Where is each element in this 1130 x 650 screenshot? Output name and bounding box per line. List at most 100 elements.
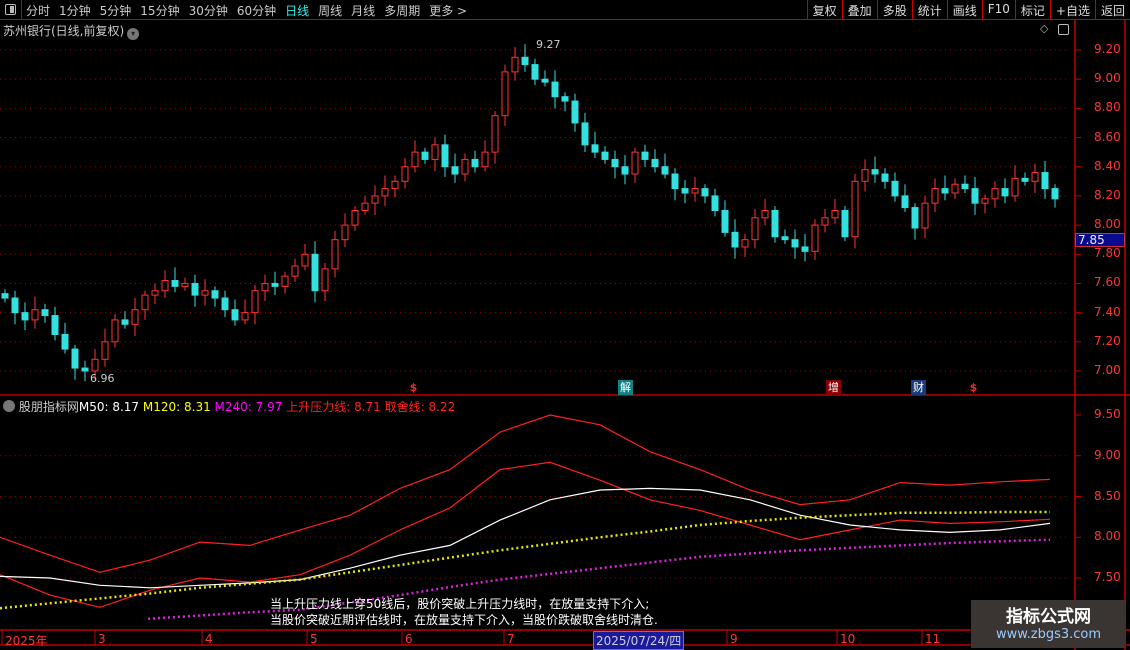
- date-axis-label: 5: [310, 632, 318, 646]
- toolbar-button[interactable]: 复权: [806, 0, 842, 20]
- tab-period[interactable]: 周线: [318, 4, 343, 18]
- pressure-line: [0, 414, 1051, 573]
- candle: [131, 298, 139, 336]
- event-marker[interactable]: 解: [618, 380, 633, 395]
- legend-item: 上升压力线: 8.71: [286, 400, 381, 414]
- candle: [371, 185, 379, 215]
- candle: [51, 306, 59, 341]
- candle: [461, 153, 469, 182]
- tab-period[interactable]: 月线: [351, 4, 376, 18]
- indicator-note-2: 当股价突破近期评估线时，在放量支持下介入，当股价跌破取舍线时清仓.: [270, 613, 658, 627]
- indicator-axis-label: 8.50: [1094, 488, 1121, 503]
- candle: [571, 93, 579, 132]
- candle: [21, 302, 29, 331]
- candle: [181, 277, 189, 291]
- candle: [671, 168, 679, 201]
- candle: [921, 195, 929, 239]
- tab-period[interactable]: 30分钟: [188, 4, 228, 18]
- candle: [1021, 172, 1029, 186]
- toolbar-button[interactable]: 画线: [946, 0, 982, 20]
- chart-title[interactable]: 苏州银行(日线,前复权) ▾: [3, 22, 140, 40]
- current-price-tag: 7.85: [1075, 233, 1125, 247]
- toolbar-button[interactable]: +自选: [1049, 0, 1095, 20]
- toolbar-button[interactable]: 标记: [1014, 0, 1050, 20]
- candle: [901, 184, 909, 212]
- candle: [161, 270, 169, 299]
- price-axis-label: 7.60: [1094, 275, 1121, 290]
- event-marker[interactable]: 财: [911, 380, 926, 395]
- candle: [621, 155, 629, 185]
- candle: [741, 233, 749, 258]
- date-axis-label: 11: [925, 632, 941, 646]
- toolbar-button[interactable]: F10: [981, 0, 1015, 20]
- toolbar-button[interactable]: 返回: [1094, 0, 1130, 20]
- tab-period[interactable]: 更多 >: [429, 4, 468, 18]
- event-marker[interactable]: $: [969, 381, 978, 394]
- candle: [681, 179, 689, 204]
- candle: [601, 146, 609, 164]
- period-tabs: 分时 1分钟 5分钟 15分钟 30分钟 60分钟 日线 周线 月线 多周期 更多 >: [26, 2, 467, 19]
- tab-period[interactable]: 5分钟: [99, 4, 132, 18]
- candle: [831, 198, 839, 224]
- candle: [431, 137, 439, 172]
- panel-toggle-button[interactable]: [0, 0, 22, 20]
- tab-period[interactable]: 15分钟: [140, 4, 180, 18]
- candle: [281, 271, 289, 294]
- tab-period[interactable]: 60分钟: [236, 4, 277, 18]
- toolbar-button[interactable]: 叠加: [841, 0, 877, 20]
- tab-period[interactable]: 日线: [285, 4, 310, 18]
- candle: [61, 322, 69, 354]
- price-axis-label: 8.60: [1094, 129, 1121, 144]
- candle: [991, 181, 999, 208]
- candle: [171, 267, 179, 293]
- chevron-down-icon[interactable]: ▾: [127, 28, 140, 40]
- candle: [771, 206, 779, 243]
- candle: [951, 178, 959, 199]
- candle: [31, 296, 39, 329]
- high-price-label: 9.27: [536, 38, 561, 51]
- candle: [721, 200, 729, 237]
- candle: [581, 112, 589, 153]
- toolbar-button[interactable]: 多股: [876, 0, 912, 20]
- candle: [941, 175, 949, 201]
- watermark-title: 指标公式网: [1006, 607, 1091, 627]
- tab-period[interactable]: 分时: [26, 4, 51, 18]
- candle: [91, 349, 99, 380]
- candle: [511, 47, 519, 81]
- price-axis-label: 9.00: [1094, 71, 1121, 86]
- date-axis-label: 6: [405, 632, 413, 646]
- diamond-icon[interactable]: ◇: [1040, 22, 1049, 35]
- panel-toggle-icon[interactable]: [1058, 24, 1069, 35]
- price-axis-label: 8.20: [1094, 187, 1121, 202]
- candle: [1031, 163, 1039, 193]
- date-axis-label: 7: [507, 632, 515, 646]
- candle: [471, 150, 479, 173]
- candle: [881, 168, 889, 189]
- event-marker[interactable]: $: [409, 381, 418, 394]
- candle: [11, 290, 19, 325]
- tab-period[interactable]: 多周期: [384, 4, 421, 18]
- candle: [341, 213, 349, 247]
- candle: [711, 188, 719, 217]
- toolbar-button[interactable]: 统计: [911, 0, 947, 20]
- price-axis-label: 8.40: [1094, 158, 1121, 173]
- candle: [481, 140, 489, 172]
- tab-period[interactable]: 1分钟: [59, 4, 91, 18]
- chevron-down-icon[interactable]: [3, 400, 15, 412]
- indicator-name: 股朋指标网: [18, 400, 79, 414]
- event-marker[interactable]: 增: [826, 380, 841, 395]
- legend-item: M50: 8.17: [78, 400, 140, 414]
- price-axis-label: 7.80: [1094, 246, 1121, 261]
- candle: [101, 328, 109, 367]
- candle: [391, 175, 399, 198]
- candle: [731, 219, 739, 259]
- legend-item: M120: 8.31: [142, 400, 211, 414]
- candle: [891, 172, 899, 202]
- candle: [271, 271, 279, 296]
- date-axis-label: 4: [205, 632, 213, 646]
- watermark-url: www.zbgs3.com: [995, 627, 1102, 642]
- indicator-note-1: 当上升压力线上穿50线后，股价突破上升压力线时，在放量支持下介入;: [270, 597, 650, 611]
- date-axis-label: 10: [840, 632, 856, 646]
- candle: [401, 157, 409, 189]
